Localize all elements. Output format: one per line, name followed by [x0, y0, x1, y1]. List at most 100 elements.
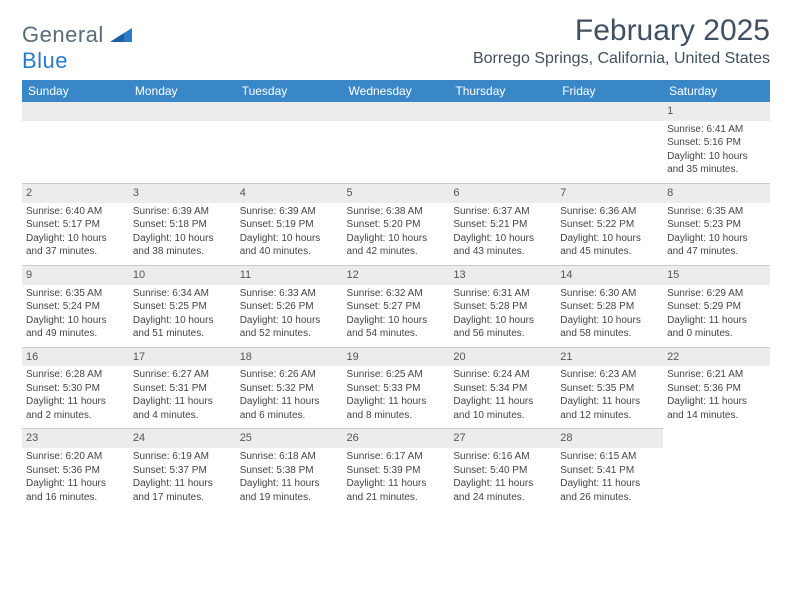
calendar-day-cell: 8Sunrise: 6:35 AMSunset: 5:23 PMDaylight… [663, 183, 770, 265]
day-number: 21 [556, 348, 663, 367]
weekday-header: Thursday [449, 80, 556, 102]
day-number: 17 [129, 348, 236, 367]
sunrise-text: Sunrise: 6:17 AM [347, 450, 446, 464]
calendar-day-cell: 16Sunrise: 6:28 AMSunset: 5:30 PMDayligh… [22, 347, 129, 429]
calendar-day-cell: 19Sunrise: 6:25 AMSunset: 5:33 PMDayligh… [343, 347, 450, 429]
sunrise-text: Sunrise: 6:27 AM [133, 368, 232, 382]
sunrise-text: Sunrise: 6:38 AM [347, 205, 446, 219]
logo: General Blue [22, 14, 132, 74]
sunrise-text: Sunrise: 6:33 AM [240, 287, 339, 301]
calendar-day-cell: 10Sunrise: 6:34 AMSunset: 5:25 PMDayligh… [129, 265, 236, 347]
location-text: Borrego Springs, California, United Stat… [473, 50, 770, 68]
sunset-text: Sunset: 5:31 PM [133, 382, 232, 396]
day-number: 26 [343, 429, 450, 448]
day-number: 2 [22, 184, 129, 203]
sunset-text: Sunset: 5:33 PM [347, 382, 446, 396]
calendar-week-row: 1Sunrise: 6:41 AMSunset: 5:16 PMDaylight… [22, 102, 770, 183]
weekday-header: Monday [129, 80, 236, 102]
sunset-text: Sunset: 5:22 PM [560, 218, 659, 232]
calendar-week-row: 23Sunrise: 6:20 AMSunset: 5:36 PMDayligh… [22, 429, 770, 510]
sunset-text: Sunset: 5:36 PM [667, 382, 766, 396]
daylight-text: Daylight: 10 hours and 54 minutes. [347, 314, 446, 341]
sunrise-text: Sunrise: 6:31 AM [453, 287, 552, 301]
sunrise-text: Sunrise: 6:35 AM [26, 287, 125, 301]
daylight-text: Daylight: 11 hours and 6 minutes. [240, 395, 339, 422]
sunrise-text: Sunrise: 6:41 AM [667, 123, 766, 137]
daylight-text: Daylight: 11 hours and 16 minutes. [26, 477, 125, 504]
calendar-day-cell: 5Sunrise: 6:38 AMSunset: 5:20 PMDaylight… [343, 183, 450, 265]
month-title: February 2025 [473, 14, 770, 48]
sunset-text: Sunset: 5:25 PM [133, 300, 232, 314]
calendar-day-cell: 20Sunrise: 6:24 AMSunset: 5:34 PMDayligh… [449, 347, 556, 429]
sunset-text: Sunset: 5:40 PM [453, 464, 552, 478]
calendar-day-cell [22, 102, 129, 183]
sunset-text: Sunset: 5:32 PM [240, 382, 339, 396]
sunrise-text: Sunrise: 6:28 AM [26, 368, 125, 382]
daylight-text: Daylight: 10 hours and 52 minutes. [240, 314, 339, 341]
daylight-text: Daylight: 11 hours and 12 minutes. [560, 395, 659, 422]
sunset-text: Sunset: 5:35 PM [560, 382, 659, 396]
sunset-text: Sunset: 5:26 PM [240, 300, 339, 314]
calendar-header-row: SundayMondayTuesdayWednesdayThursdayFrid… [22, 80, 770, 102]
calendar-day-cell [449, 102, 556, 183]
sunset-text: Sunset: 5:38 PM [240, 464, 339, 478]
calendar-day-cell: 28Sunrise: 6:15 AMSunset: 5:41 PMDayligh… [556, 429, 663, 510]
daylight-text: Daylight: 10 hours and 40 minutes. [240, 232, 339, 259]
calendar-day-cell: 2Sunrise: 6:40 AMSunset: 5:17 PMDaylight… [22, 183, 129, 265]
day-number: 20 [449, 348, 556, 367]
sunrise-text: Sunrise: 6:20 AM [26, 450, 125, 464]
calendar-day-cell: 18Sunrise: 6:26 AMSunset: 5:32 PMDayligh… [236, 347, 343, 429]
calendar-day-cell: 9Sunrise: 6:35 AMSunset: 5:24 PMDaylight… [22, 265, 129, 347]
sunrise-text: Sunrise: 6:35 AM [667, 205, 766, 219]
daylight-text: Daylight: 11 hours and 24 minutes. [453, 477, 552, 504]
day-number: 12 [343, 266, 450, 285]
sunrise-text: Sunrise: 6:37 AM [453, 205, 552, 219]
day-number: 9 [22, 266, 129, 285]
sunrise-text: Sunrise: 6:29 AM [667, 287, 766, 301]
daylight-text: Daylight: 10 hours and 38 minutes. [133, 232, 232, 259]
daylight-text: Daylight: 11 hours and 4 minutes. [133, 395, 232, 422]
sunset-text: Sunset: 5:18 PM [133, 218, 232, 232]
day-number: 28 [556, 429, 663, 448]
day-number: 13 [449, 266, 556, 285]
sunset-text: Sunset: 5:37 PM [133, 464, 232, 478]
logo-text-blue: Blue [22, 48, 68, 73]
sunset-text: Sunset: 5:19 PM [240, 218, 339, 232]
sunset-text: Sunset: 5:28 PM [560, 300, 659, 314]
calendar-body: 1Sunrise: 6:41 AMSunset: 5:16 PMDaylight… [22, 102, 770, 510]
day-number [129, 102, 236, 121]
day-number: 14 [556, 266, 663, 285]
calendar-day-cell: 3Sunrise: 6:39 AMSunset: 5:18 PMDaylight… [129, 183, 236, 265]
daylight-text: Daylight: 11 hours and 26 minutes. [560, 477, 659, 504]
daylight-text: Daylight: 10 hours and 49 minutes. [26, 314, 125, 341]
day-number: 19 [343, 348, 450, 367]
calendar-day-cell: 15Sunrise: 6:29 AMSunset: 5:29 PMDayligh… [663, 265, 770, 347]
calendar-day-cell [343, 102, 450, 183]
calendar-day-cell: 4 Sunrise: 6:39 AMSunset: 5:19 PMDaylight… [236, 183, 343, 265]
weekday-header: Tuesday [236, 80, 343, 102]
logo-text-block: General Blue [22, 22, 132, 74]
day-number: 4 [236, 184, 343, 203]
sunrise-text: Sunrise: 6:34 AM [133, 287, 232, 301]
calendar-day-cell: 7Sunrise: 6:36 AMSunset: 5:22 PMDaylight… [556, 183, 663, 265]
sunset-text: Sunset: 5:20 PM [347, 218, 446, 232]
calendar-day-cell: 1Sunrise: 6:41 AMSunset: 5:16 PMDaylight… [663, 102, 770, 183]
day-number [236, 102, 343, 121]
sunrise-text: Sunrise: 6:30 AM [560, 287, 659, 301]
sunrise-text: Sunrise: 6:39 AM [240, 205, 339, 219]
sunset-text: Sunset: 5:30 PM [26, 382, 125, 396]
daylight-text: Daylight: 10 hours and 47 minutes. [667, 232, 766, 259]
sunrise-text: Sunrise: 6:36 AM [560, 205, 659, 219]
calendar-week-row: 2Sunrise: 6:40 AMSunset: 5:17 PMDaylight… [22, 183, 770, 265]
daylight-text: Daylight: 10 hours and 42 minutes. [347, 232, 446, 259]
sunrise-text: Sunrise: 6:32 AM [347, 287, 446, 301]
sunrise-text: Sunrise: 6:23 AM [560, 368, 659, 382]
calendar-day-cell: 23Sunrise: 6:20 AMSunset: 5:36 PMDayligh… [22, 429, 129, 510]
day-number: 18 [236, 348, 343, 367]
day-number: 8 [663, 184, 770, 203]
daylight-text: Daylight: 10 hours and 45 minutes. [560, 232, 659, 259]
daylight-text: Daylight: 10 hours and 37 minutes. [26, 232, 125, 259]
calendar-day-cell: 11Sunrise: 6:33 AMSunset: 5:26 PMDayligh… [236, 265, 343, 347]
daylight-text: Daylight: 11 hours and 21 minutes. [347, 477, 446, 504]
weekday-header: Saturday [663, 80, 770, 102]
